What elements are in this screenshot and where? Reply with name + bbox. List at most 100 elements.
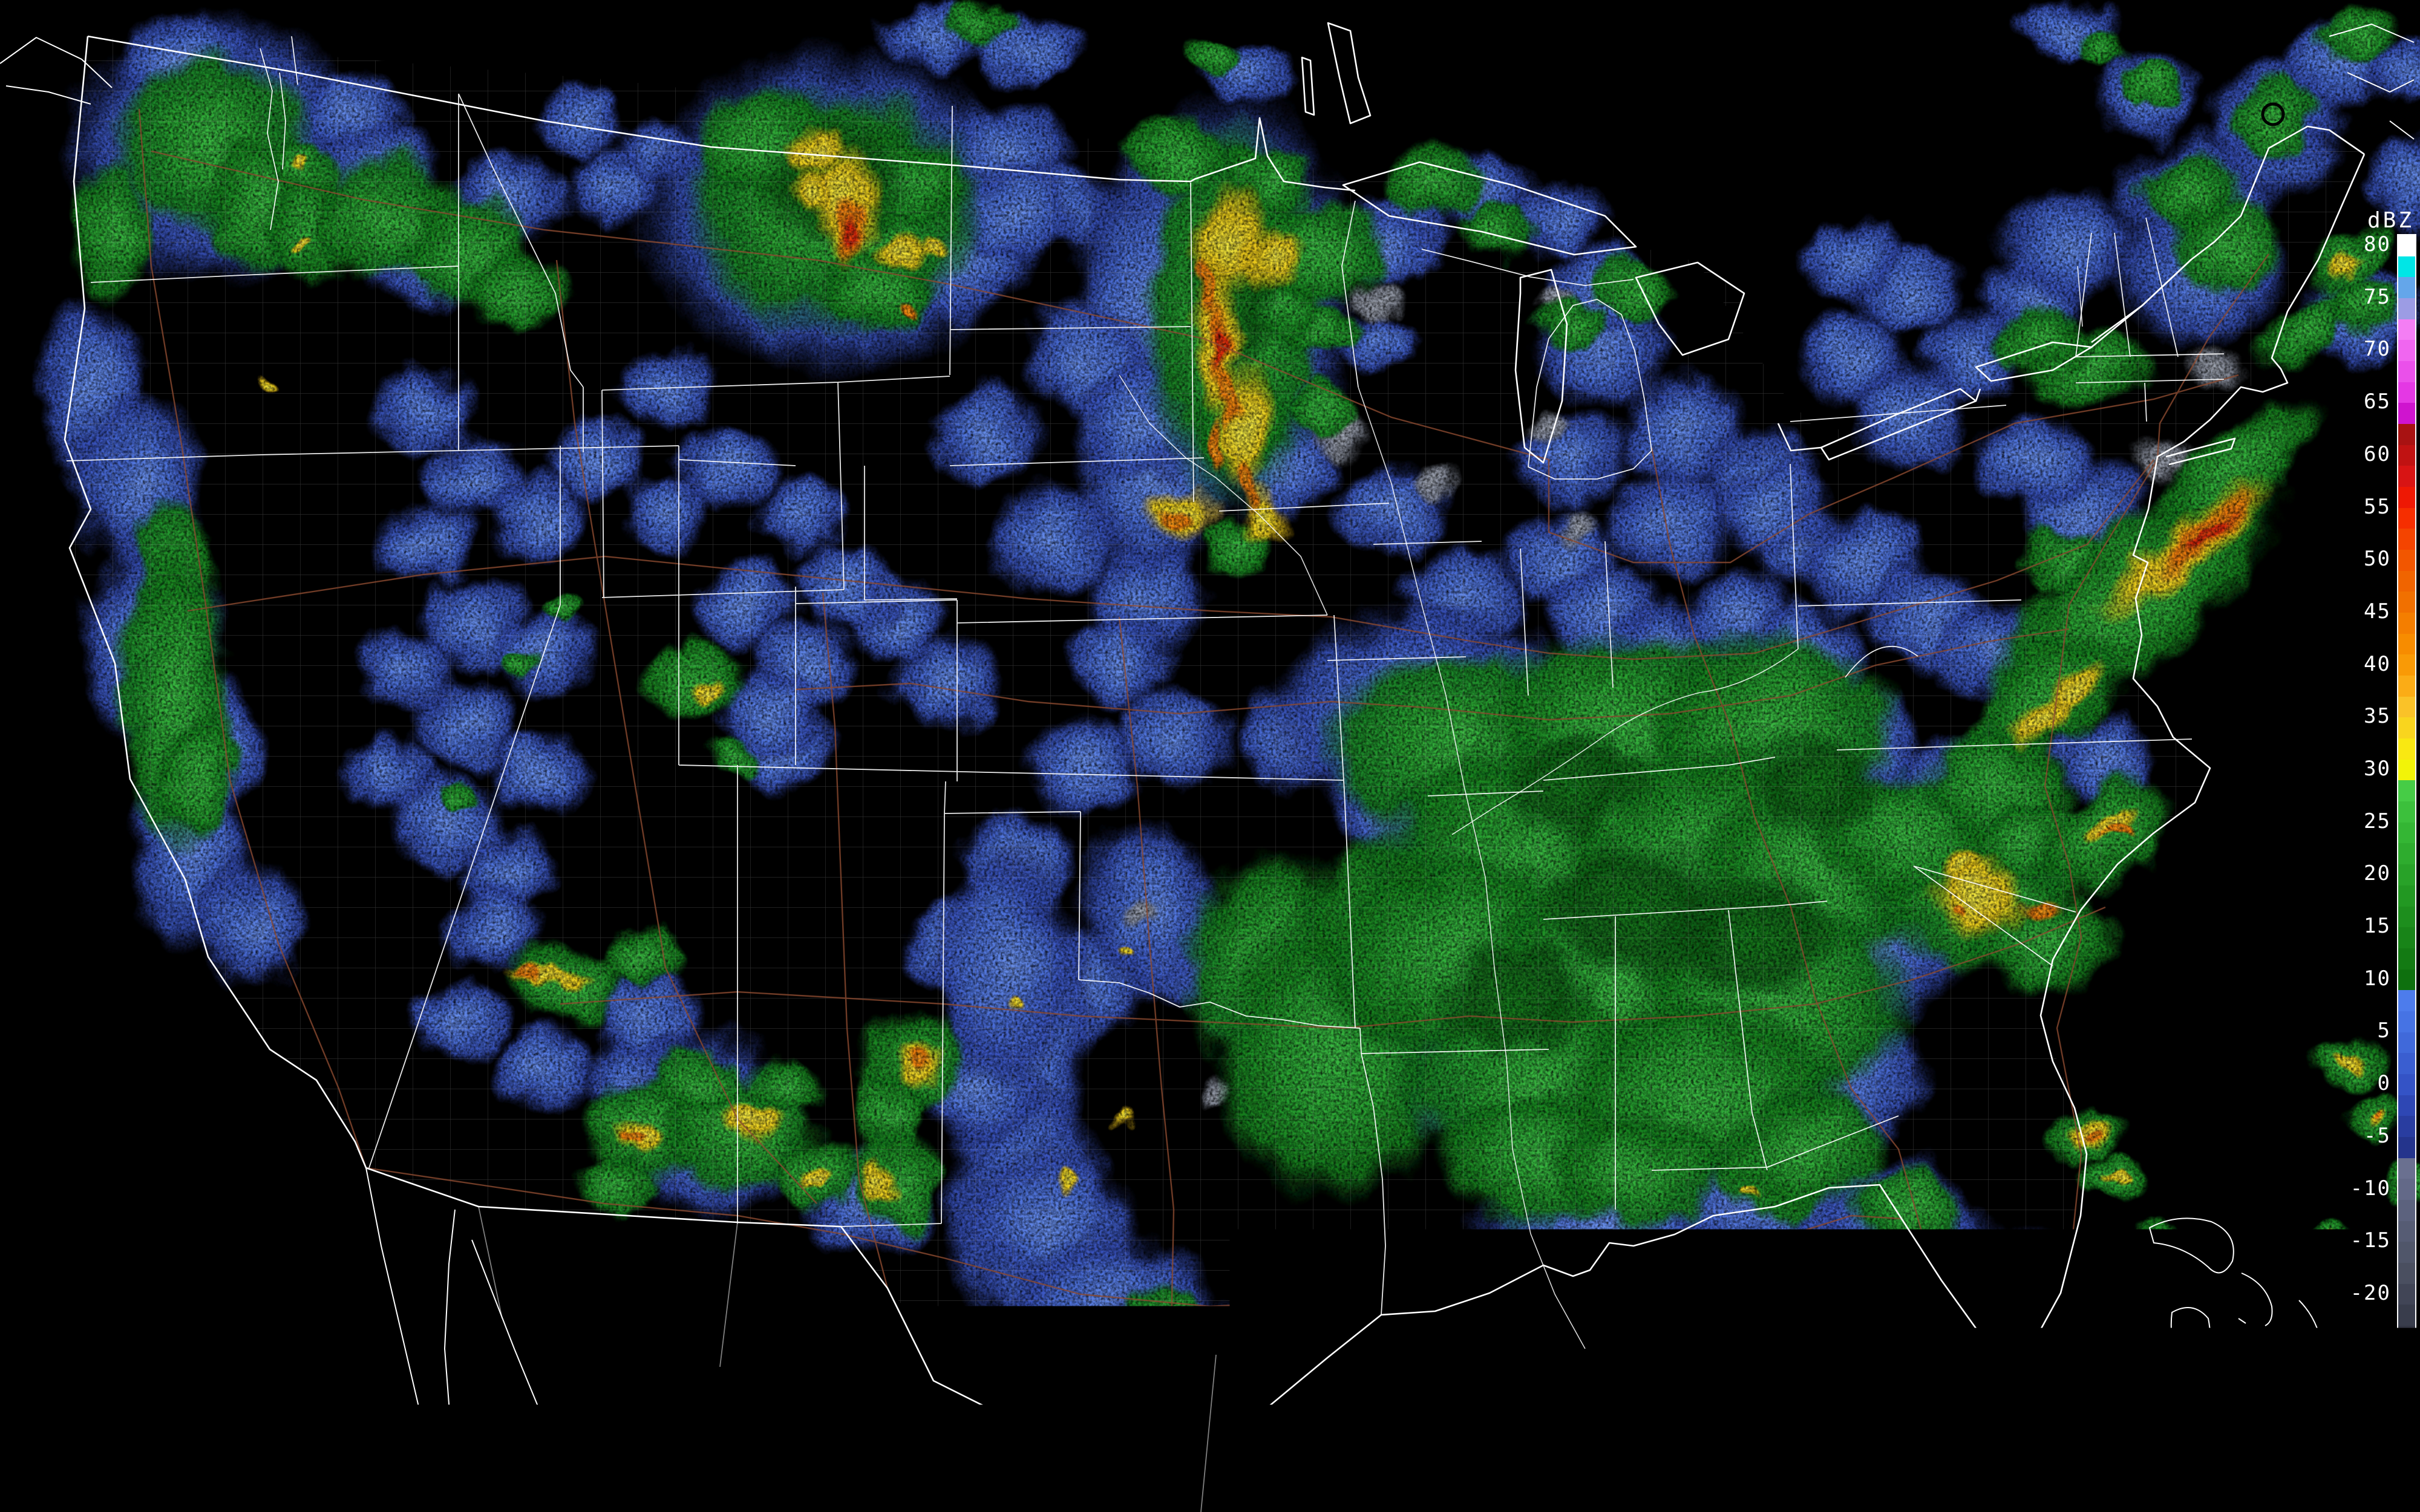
- colorbar-cell: [2398, 1430, 2415, 1452]
- colorbar-cell: [2398, 948, 2415, 969]
- colorbar-tick-label: 30: [2318, 757, 2391, 781]
- colorbar-cell: [2398, 466, 2415, 487]
- colorbar-tick-label: 75: [2318, 285, 2391, 309]
- radar-echo-y: [2139, 1236, 2163, 1250]
- colorbar-cell: [2398, 1263, 2415, 1284]
- colorbar-cell: [2398, 445, 2415, 466]
- colorbar-tick-label: -15: [2318, 1228, 2391, 1253]
- colorbar-cell: [2398, 1116, 2415, 1137]
- colorbar-cell: [2398, 1095, 2415, 1116]
- colorbar-cell: [2398, 864, 2415, 885]
- colorbar-cell: [2398, 801, 2415, 823]
- colorbar-cell: [2398, 676, 2415, 697]
- colorbar-cell: [2398, 235, 2415, 256]
- colorbar-cell: [2398, 1179, 2415, 1200]
- colorbar-tick-label: 10: [2318, 966, 2391, 991]
- colorbar-cell: [2398, 571, 2415, 592]
- colorbar-cell: [2398, 319, 2415, 341]
- colorbar-tick-label: -30: [2318, 1386, 2391, 1410]
- colorbar-tick-label: 5: [2318, 1018, 2391, 1043]
- colorbar-tick-label: 45: [2318, 599, 2391, 624]
- colorbar-cell: [2398, 990, 2415, 1011]
- colorbar-cell: [2398, 885, 2415, 907]
- colorbar-cell: [2398, 1158, 2415, 1179]
- university-tagline: Your Future. Our Focus.: [68, 1476, 243, 1495]
- niu-shield-icon: NIU: [5, 1432, 51, 1508]
- colorbar-cell: [2398, 969, 2415, 991]
- radar-echo-b: [1800, 218, 1903, 302]
- university-name: Northern Illinois University: [67, 1443, 397, 1475]
- colorbar-cell: [2398, 1389, 2415, 1410]
- colorbar-cell: [2398, 1053, 2415, 1074]
- colorbar-tick-label: 80: [2318, 232, 2391, 256]
- colorbar-tick-label: -25: [2318, 1334, 2391, 1358]
- colorbar-tick-label: -10: [2318, 1176, 2391, 1201]
- radar-echo-g: [1186, 33, 1246, 76]
- colorbar-cell: [2398, 340, 2415, 361]
- colorbar-tick-label: 55: [2318, 495, 2391, 519]
- colorbar-cell: [2398, 487, 2415, 508]
- colorbar-cell: [2398, 1011, 2415, 1032]
- colorbar-cell: [2398, 1074, 2415, 1095]
- radar-echo-g: [2346, 1302, 2397, 1335]
- colorbar-tick-label: 35: [2318, 704, 2391, 728]
- colorbar-cell: [2398, 1284, 2415, 1305]
- colorbar-cell: [2398, 1221, 2415, 1242]
- colorbar-cell: [2398, 697, 2415, 718]
- colorbar-cell: [2398, 780, 2415, 801]
- colorbar-tick-label: 50: [2318, 547, 2391, 571]
- radar-echo-r: [1974, 1384, 1998, 1401]
- colorbar-cell: [2398, 1326, 2415, 1347]
- colorbar-cell: [2398, 1452, 2415, 1473]
- colorbar-cell: [2398, 1347, 2415, 1368]
- colorbar-tick-label: 0: [2318, 1071, 2391, 1095]
- colorbar-tick-label: 15: [2318, 914, 2391, 938]
- radar-echo-g: [2075, 27, 2136, 70]
- dbz-colorbar: [2397, 234, 2416, 1471]
- radar-echo-o: [2374, 1114, 2387, 1121]
- colorbar-cell: [2398, 738, 2415, 760]
- colorbar-cell: [2398, 1410, 2415, 1431]
- colorbar-cell: [2398, 843, 2415, 864]
- colorbar-tick-label: 60: [2318, 442, 2391, 466]
- radar-mosaic-screen: dBZ 80 75 70 65 60 55 50 45 40 35 30 25 20 15 10 5 0 -5 -1…: [0, 0, 2420, 1512]
- colorbar-cell: [2398, 550, 2415, 571]
- colorbar-cell: [2398, 529, 2415, 550]
- radar-echo-g: [944, 0, 1016, 48]
- colorbar-tick-label: 65: [2318, 389, 2391, 414]
- radar-echo-g: [1844, 1398, 1895, 1432]
- colorbar-cell: [2398, 298, 2415, 319]
- radar-echo-y: [2023, 1423, 2053, 1441]
- colorbar-cell: [2398, 760, 2415, 781]
- colorbar-cell: [2398, 1305, 2415, 1326]
- radar-echo-g: [2154, 1261, 2214, 1303]
- niu-logo: NIU Northern Illinois University Your Fu…: [5, 1432, 549, 1511]
- colorbar-cell: [2398, 256, 2415, 278]
- radar-echo-g: [1811, 1370, 1855, 1400]
- colorbar-cell: [2398, 717, 2415, 738]
- colorbar-unit-label: dBZ: [2367, 208, 2414, 233]
- colorbar-cell: [2398, 907, 2415, 928]
- niu-shield-text: NIU: [13, 1483, 43, 1501]
- radar-echo-y: [2333, 1052, 2368, 1071]
- colorbar-cell: [2398, 424, 2415, 445]
- colorbar-tick-label: -5: [2318, 1124, 2391, 1148]
- colorbar-cell: [2398, 1200, 2415, 1221]
- colorbar-cell: [2398, 361, 2415, 382]
- colorbar-cell: [2398, 277, 2415, 298]
- radar-echo-y: [2284, 1380, 2302, 1390]
- colorbar-cell: [2398, 403, 2415, 424]
- radar-echo-y: [2108, 1174, 2133, 1187]
- colorbar-cell: [2398, 1032, 2415, 1054]
- colorbar-cell: [2398, 1242, 2415, 1263]
- colorbar-cell: [2398, 382, 2415, 403]
- us-radar-map: [0, 0, 2420, 1512]
- radar-echo-y: [1887, 1444, 1912, 1459]
- colorbar-cell: [2398, 927, 2415, 948]
- colorbar-cell: [2398, 634, 2415, 655]
- colorbar-tick-label: 40: [2318, 652, 2391, 676]
- colorbar-cell: [2398, 823, 2415, 844]
- colorbar-cell: [2398, 654, 2415, 676]
- colorbar-cell: [2398, 591, 2415, 613]
- colorbar-cell: [2398, 1367, 2415, 1389]
